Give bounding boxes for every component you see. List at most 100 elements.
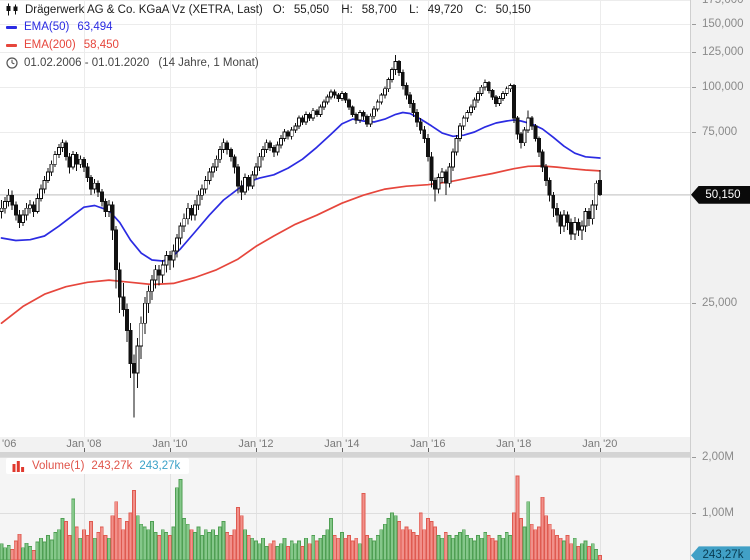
volume-bar	[486, 535, 491, 560]
volume-bar	[544, 515, 549, 560]
volume-bar	[490, 537, 495, 560]
candle-down	[10, 194, 15, 206]
volume-bar	[339, 532, 344, 560]
candle-up	[461, 117, 466, 127]
candle-up	[386, 79, 391, 90]
volume-bar	[250, 537, 255, 560]
candle-up	[203, 179, 208, 190]
volume-bar	[433, 526, 437, 560]
candle-up	[160, 264, 165, 276]
volume-bar	[13, 540, 18, 560]
candle-up	[35, 197, 40, 213]
candle-up	[357, 112, 362, 121]
candle-down	[103, 201, 108, 213]
volume-bar	[576, 546, 581, 560]
candle-up	[78, 158, 83, 165]
volume-bar	[343, 537, 348, 560]
volume-bar	[10, 549, 15, 560]
candle-down	[117, 269, 122, 298]
candle-down	[246, 177, 251, 187]
pane-divider[interactable]	[0, 452, 750, 457]
volume-bar	[393, 515, 398, 560]
time-tick-mark	[599, 448, 601, 452]
candle-down	[300, 117, 305, 123]
volume-bar	[214, 535, 219, 560]
ema50-legend[interactable]: EMA(50) 63,494	[6, 21, 113, 33]
volume-value-cyan: 243,27k	[139, 460, 181, 472]
volume-bar	[6, 545, 11, 560]
volume-bar	[289, 540, 294, 560]
ema50-line-swatch	[6, 25, 17, 29]
ema50-label: EMA(50)	[24, 21, 70, 33]
candle-down	[558, 214, 563, 227]
volume-bar	[236, 506, 240, 560]
candle-down	[271, 146, 276, 153]
volume-bar	[67, 535, 72, 560]
volume-bar	[264, 546, 269, 560]
volume-bar	[232, 529, 237, 560]
candle-up	[178, 225, 183, 239]
volume-bar	[193, 532, 197, 560]
volume-bar	[185, 523, 190, 560]
candle-down	[569, 221, 574, 235]
candle-down	[411, 103, 416, 113]
volume-bar	[372, 540, 377, 560]
volume-bar	[218, 526, 222, 560]
candle-down	[418, 121, 423, 131]
volume-bar	[472, 540, 477, 560]
candle-up	[38, 188, 43, 199]
volume-bar	[458, 532, 463, 560]
time-tick-label: Jan '16	[410, 438, 446, 450]
candle-up	[196, 194, 201, 206]
volume-bar	[146, 529, 151, 560]
volume-legend[interactable]: Volume(1) 243,27k 243,27k	[6, 458, 190, 474]
candle-down	[350, 106, 355, 115]
candle-up	[0, 207, 4, 213]
volume-bar	[160, 529, 165, 560]
candle-down	[67, 156, 72, 168]
candle-up	[135, 345, 140, 374]
candle-up	[164, 254, 169, 266]
candle-up	[583, 211, 588, 227]
volume-bar	[304, 537, 308, 560]
candle-down	[13, 204, 18, 216]
candle-down	[433, 179, 437, 190]
candle-up	[6, 194, 11, 203]
price-tick-label: 125,000	[691, 46, 744, 58]
volume-bar	[225, 532, 230, 560]
candle-down	[96, 182, 101, 193]
ema200-legend[interactable]: EMA(200) 58,450	[6, 39, 119, 51]
candle-up	[483, 82, 488, 88]
volume-bar	[175, 487, 179, 560]
candle-down	[587, 211, 592, 220]
volume-bar	[400, 529, 405, 560]
volume-bar	[404, 526, 409, 560]
volume-bar	[440, 537, 445, 560]
candle-down	[336, 94, 341, 99]
ema50-value: 63,494	[77, 21, 113, 33]
volume-bar	[569, 543, 574, 560]
candle-up	[207, 171, 212, 181]
volume-tick-label: 1,00M	[691, 507, 734, 519]
ohlc-values: O: 55,050 H: 58,700 L: 49,720 C: 50,150	[272, 3, 531, 16]
volume-bar	[479, 537, 484, 560]
candle-down	[515, 117, 520, 135]
volume-bar	[279, 543, 283, 560]
candle-down	[494, 96, 498, 105]
candle-up	[479, 86, 484, 95]
volume-bar	[49, 539, 54, 560]
volume-bar	[178, 478, 183, 560]
volume-bar	[221, 521, 226, 560]
clock-icon	[6, 57, 18, 69]
volume-bar	[522, 526, 527, 560]
candle-down	[540, 151, 545, 168]
candle-up	[329, 91, 334, 98]
candle-up	[339, 93, 344, 99]
instrument-title: Drägerwerk AG & Co. KGaA Vz (XETRA, Last…	[25, 3, 263, 16]
volume-bar	[565, 535, 570, 560]
volume-bar	[551, 529, 556, 560]
volume-bar	[271, 540, 276, 560]
candle-up	[579, 225, 584, 231]
price-axis[interactable]: 50,150 243,27k 175,000 150,000 125,000 100,…	[690, 0, 750, 560]
